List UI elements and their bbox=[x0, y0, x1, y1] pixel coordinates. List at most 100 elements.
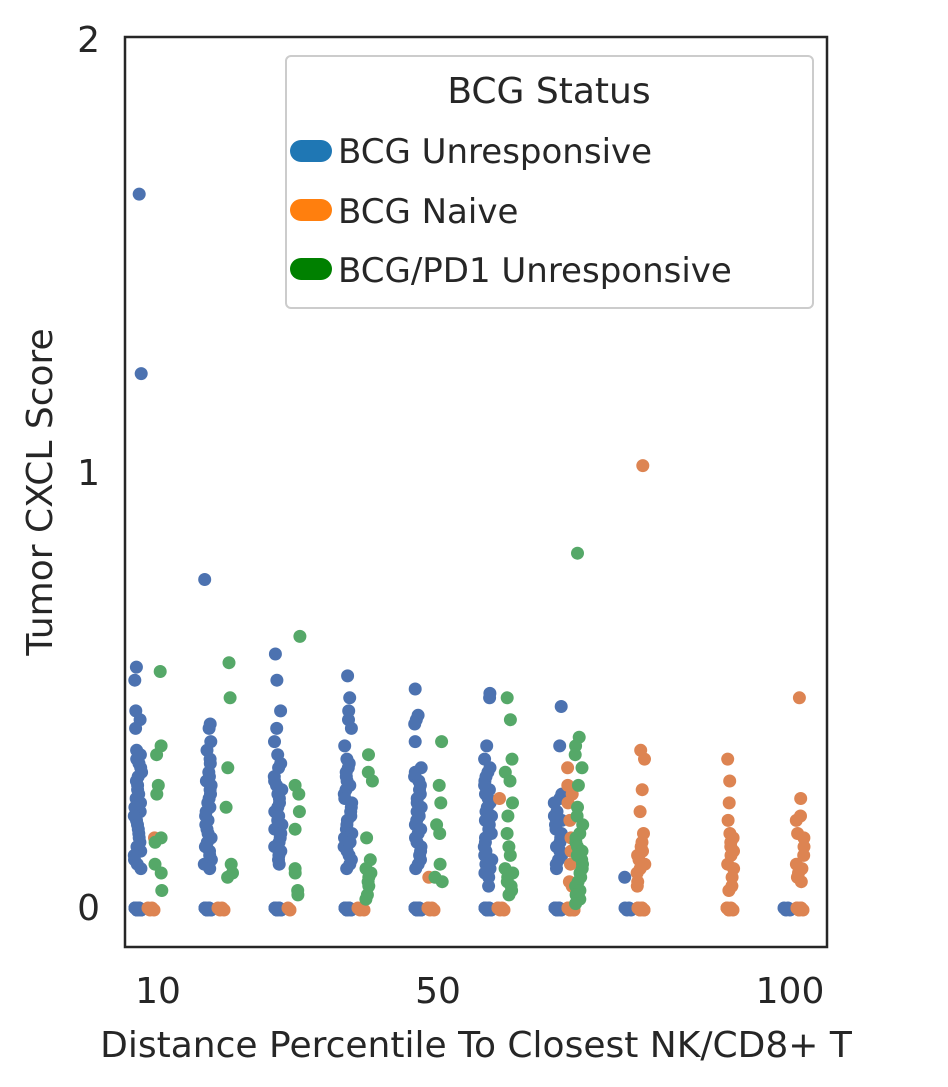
data-point bbox=[482, 879, 496, 893]
data-point bbox=[274, 704, 288, 718]
data-point bbox=[272, 857, 286, 871]
data-point bbox=[365, 774, 379, 788]
data-point bbox=[722, 903, 736, 917]
data-point bbox=[421, 901, 435, 915]
data-point bbox=[270, 721, 284, 735]
data-point bbox=[341, 669, 355, 683]
data-point bbox=[561, 761, 575, 775]
data-point bbox=[362, 748, 375, 762]
data-point bbox=[359, 892, 373, 906]
data-point bbox=[434, 796, 448, 810]
data-point bbox=[568, 748, 582, 762]
data-point bbox=[435, 875, 449, 889]
data-point bbox=[500, 827, 514, 840]
data-point bbox=[292, 805, 306, 819]
data-point bbox=[150, 748, 164, 762]
x-tick-label: 50 bbox=[415, 971, 461, 1012]
data-point bbox=[408, 735, 422, 749]
data-point bbox=[223, 691, 237, 705]
data-point bbox=[129, 660, 143, 674]
data-point bbox=[155, 884, 169, 897]
legend: BCG Status BCG Unresponsive BCG Naive BC… bbox=[285, 55, 814, 309]
data-point bbox=[360, 831, 374, 845]
data-point bbox=[268, 647, 282, 661]
data-point bbox=[268, 735, 281, 749]
chart-marks bbox=[127, 187, 811, 917]
data-point bbox=[293, 629, 307, 643]
data-point bbox=[408, 682, 422, 696]
data-point bbox=[129, 721, 143, 735]
data-point bbox=[338, 739, 352, 753]
data-point bbox=[503, 713, 517, 727]
x-tick-label: 10 bbox=[135, 971, 181, 1012]
data-point bbox=[221, 870, 235, 884]
data-point bbox=[270, 903, 284, 917]
y-tick-label: 2 bbox=[77, 20, 100, 61]
data-point bbox=[636, 459, 650, 473]
data-point bbox=[130, 903, 144, 917]
legend-swatch bbox=[290, 140, 332, 162]
data-point bbox=[154, 866, 168, 880]
data-point bbox=[288, 866, 302, 880]
data-point bbox=[222, 656, 236, 670]
data-point bbox=[503, 774, 517, 788]
data-point bbox=[270, 673, 284, 687]
legend-title: BCG Status bbox=[447, 71, 650, 112]
data-point bbox=[503, 848, 517, 862]
data-point bbox=[435, 735, 449, 749]
data-point bbox=[723, 774, 737, 788]
data-point bbox=[722, 884, 736, 897]
legend-frame bbox=[285, 55, 814, 309]
data-point bbox=[288, 822, 302, 836]
data-point bbox=[128, 673, 142, 687]
y-tick-label: 1 bbox=[77, 453, 100, 494]
data-point bbox=[564, 857, 577, 871]
data-point bbox=[575, 761, 589, 775]
data-point bbox=[483, 691, 497, 705]
data-point bbox=[408, 901, 422, 915]
data-point bbox=[506, 796, 519, 810]
data-point bbox=[480, 739, 494, 753]
data-point bbox=[203, 862, 217, 876]
data-point bbox=[153, 665, 167, 678]
data-point bbox=[147, 903, 161, 917]
data-point bbox=[217, 903, 231, 917]
data-point bbox=[433, 857, 447, 871]
data-point bbox=[292, 787, 306, 801]
data-point bbox=[637, 903, 651, 917]
data-point bbox=[148, 835, 162, 849]
data-point bbox=[493, 792, 506, 805]
data-point bbox=[221, 761, 235, 775]
data-point bbox=[553, 739, 567, 753]
data-point bbox=[721, 813, 735, 827]
data-point bbox=[794, 875, 808, 889]
data-point bbox=[409, 862, 423, 876]
data-point bbox=[618, 870, 632, 884]
data-point bbox=[357, 903, 371, 917]
plot-frame bbox=[123, 35, 829, 949]
data-point bbox=[792, 691, 806, 705]
data-point bbox=[550, 862, 563, 876]
data-point bbox=[150, 787, 164, 801]
data-point bbox=[134, 862, 148, 876]
data-point bbox=[571, 546, 584, 560]
data-point bbox=[571, 778, 585, 792]
data-point bbox=[340, 862, 354, 876]
legend-entry-label: BCG Naive bbox=[338, 192, 518, 232]
data-point bbox=[219, 800, 233, 814]
legend-swatch bbox=[290, 258, 332, 280]
data-point bbox=[501, 809, 515, 823]
data-point bbox=[202, 721, 216, 735]
data-point bbox=[408, 717, 422, 731]
data-point bbox=[283, 903, 297, 917]
data-point bbox=[797, 848, 811, 862]
y-axis-label: Tumor CXCL Score bbox=[20, 328, 61, 656]
x-axis-label: Distance Percentile To Closest NK/CD8+ T bbox=[100, 1025, 853, 1066]
data-point bbox=[502, 888, 516, 902]
data-point bbox=[291, 888, 305, 902]
data-point bbox=[134, 367, 148, 381]
data-point bbox=[794, 792, 808, 805]
data-point bbox=[638, 752, 651, 766]
data-point bbox=[491, 901, 505, 915]
